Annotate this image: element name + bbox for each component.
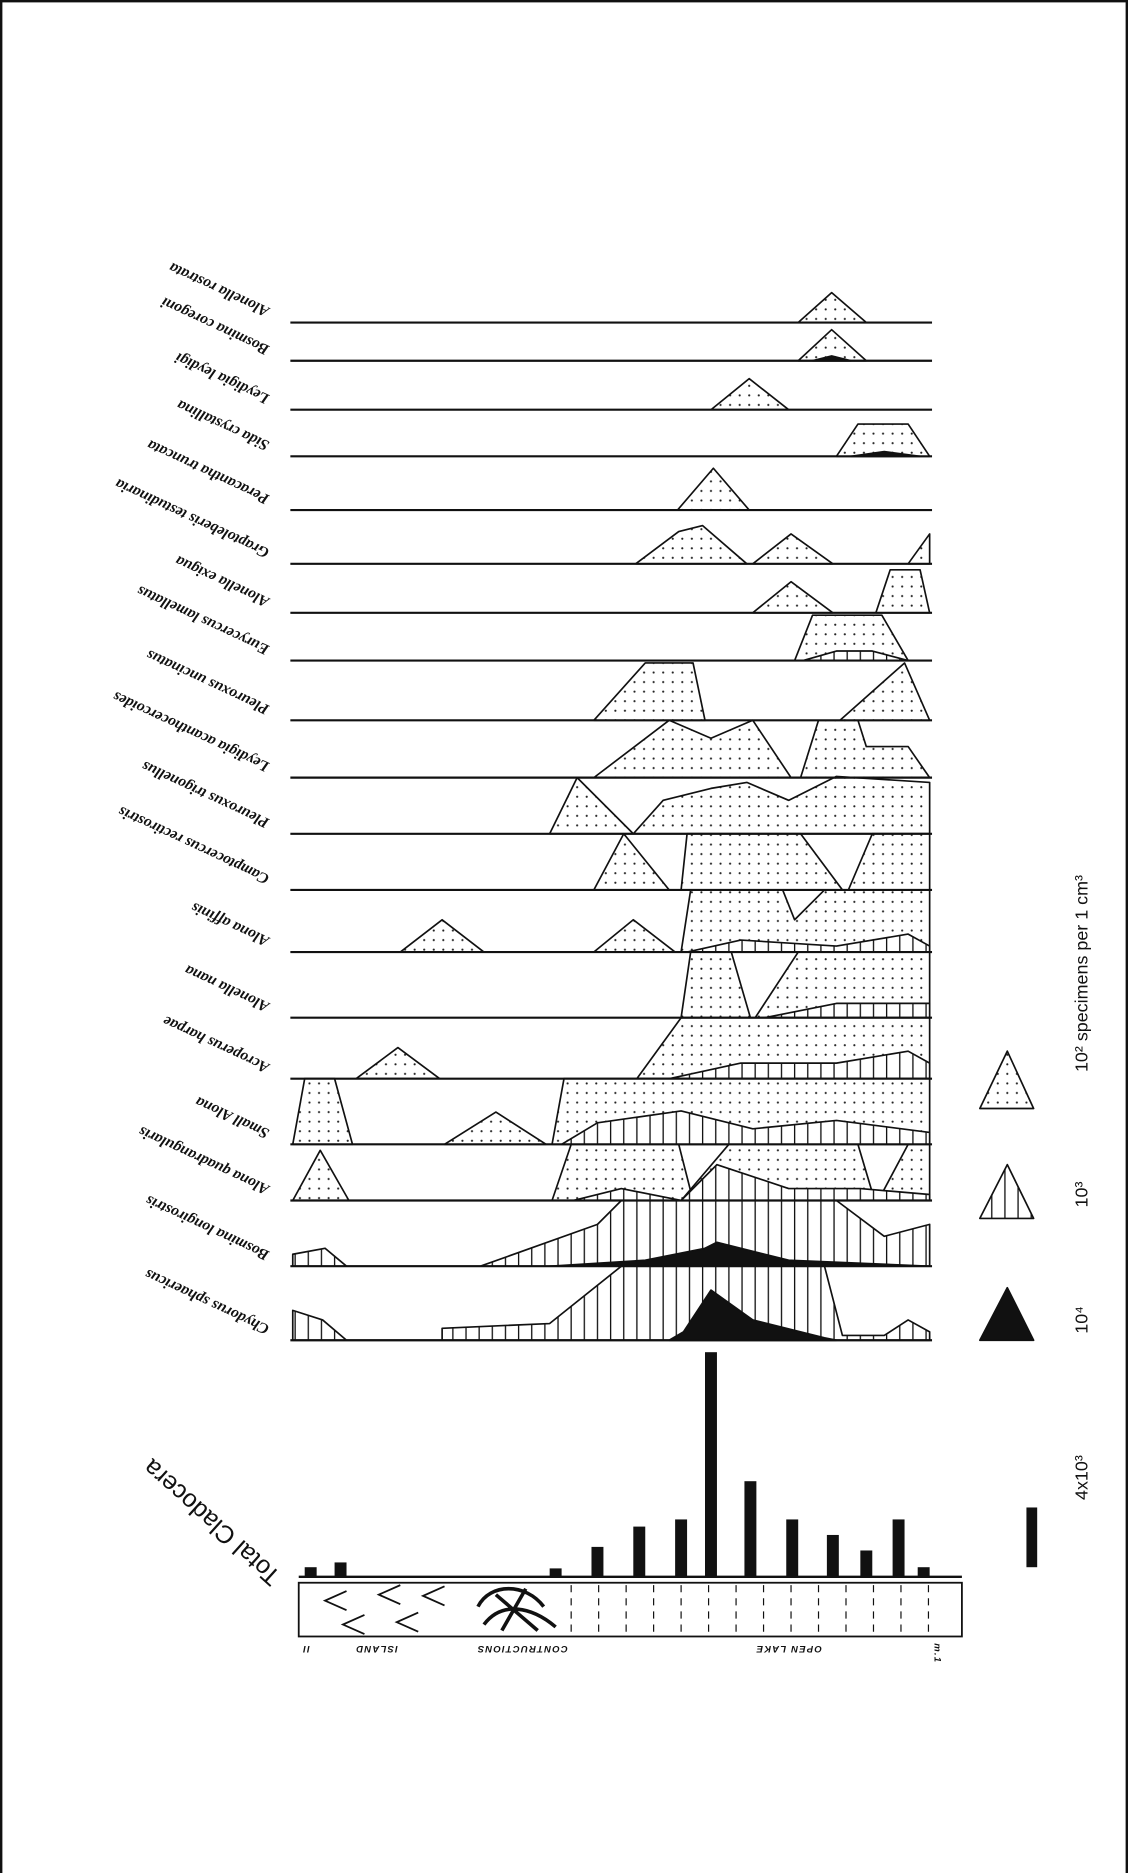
reed-symbol xyxy=(343,1615,365,1634)
total-bar xyxy=(550,1568,562,1576)
abundance-shape xyxy=(293,1150,349,1200)
total-bar xyxy=(305,1567,317,1577)
total-bar xyxy=(786,1519,798,1576)
end-label: II xyxy=(302,1643,310,1654)
abundance-shape xyxy=(678,468,750,510)
legend-label: 10² specimens per 1 cm³ xyxy=(1071,875,1091,1072)
total-bar xyxy=(633,1527,645,1577)
total-bar xyxy=(675,1519,687,1576)
construction-sketch xyxy=(478,1589,556,1631)
abundance-shape xyxy=(711,379,789,410)
species-label: Alona affinis xyxy=(189,899,273,950)
abundance-shape xyxy=(594,663,705,720)
species-label: Bosmina longirostris xyxy=(143,1192,273,1264)
reed-symbol xyxy=(423,1586,445,1605)
abundance-shape xyxy=(356,1048,440,1079)
species-label: Leydigia leydigi xyxy=(172,349,272,408)
zone-label: OPEN LAKE xyxy=(755,1643,821,1654)
abundance-shape xyxy=(980,1288,1034,1341)
species-label: Pleuroxus uncinatus xyxy=(144,646,272,718)
frame xyxy=(1,1,1127,1873)
abundance-shape xyxy=(753,534,833,564)
figure: Alonella rostrataBosmina coregoniLeydigi… xyxy=(0,0,1128,1873)
abundance-shape xyxy=(840,663,930,720)
abundance-shape xyxy=(550,778,634,834)
section-strip xyxy=(299,1583,962,1637)
species-label: Alonella exigua xyxy=(173,552,273,611)
abundance-shape xyxy=(594,720,791,777)
reed-symbol xyxy=(325,1591,347,1610)
abundance-shape xyxy=(594,920,675,952)
abundance-shape xyxy=(753,582,833,613)
scale-label: 4x10³ xyxy=(1071,1455,1091,1500)
total-bar xyxy=(335,1562,347,1576)
species-label: Alonella nana xyxy=(182,961,273,1015)
abundance-shape xyxy=(293,1200,930,1266)
abundance-shape xyxy=(293,1266,930,1340)
abundance-shape xyxy=(876,570,930,613)
zone-label: ISLAND xyxy=(355,1643,398,1654)
total-bar xyxy=(705,1352,717,1577)
total-title: Total Cladocera xyxy=(138,1453,286,1590)
species-label: Acroperus harpae xyxy=(160,1012,273,1077)
abundance-shape xyxy=(848,834,929,890)
abundance-shape xyxy=(681,834,842,890)
total-bar xyxy=(893,1519,905,1576)
abundance-shape xyxy=(980,1165,1034,1219)
total-bar xyxy=(827,1535,839,1577)
reed-symbol xyxy=(397,1613,419,1632)
abundance-shape xyxy=(636,526,747,564)
abundance-shape xyxy=(445,1112,547,1144)
abundance-shape xyxy=(908,534,930,564)
end-label: m.1 xyxy=(931,1643,942,1663)
total-bar xyxy=(591,1547,603,1577)
total-bar xyxy=(744,1481,756,1577)
abundance-shape xyxy=(681,952,750,1018)
abundance-shape xyxy=(293,1079,353,1145)
legend-label: 10⁴ xyxy=(1071,1306,1091,1334)
zone-label: CONTRUCTIONS xyxy=(477,1643,568,1654)
species-label: Chydorus sphaericus xyxy=(142,1265,272,1337)
reed-symbol xyxy=(379,1585,401,1604)
abundance-shape xyxy=(980,1051,1034,1108)
abundance-shape xyxy=(798,293,866,323)
abundance-shape xyxy=(400,920,484,952)
abundance-shape xyxy=(801,720,930,777)
diagram-shapes xyxy=(290,293,1037,1637)
total-bar xyxy=(918,1567,930,1577)
legend-label: 10³ xyxy=(1071,1182,1091,1208)
species-label: Small Alona xyxy=(193,1093,272,1142)
abundance-shape xyxy=(594,834,669,890)
abundance-shape xyxy=(633,776,929,833)
scale-bar xyxy=(1026,1507,1037,1567)
total-bar xyxy=(860,1550,872,1576)
